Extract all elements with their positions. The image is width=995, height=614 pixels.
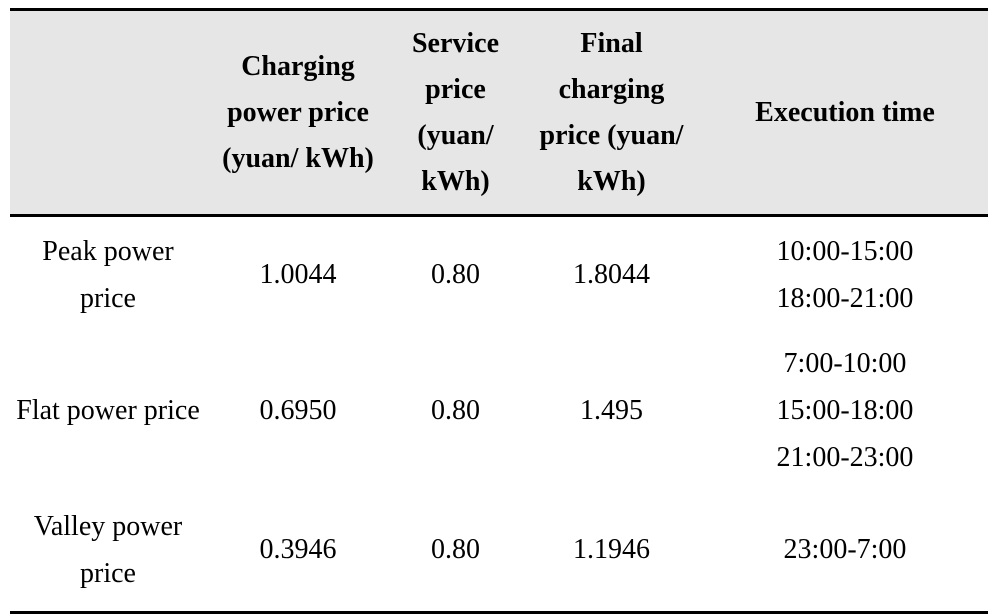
table-row-valley: Valley power price 0.3946 0.80 1.1946 23… xyxy=(10,488,988,614)
service-price-cell: 0.80 xyxy=(431,259,480,291)
final-charging-price-cell: 1.1946 xyxy=(521,488,702,614)
execution-time-range: 18:00-21:00 xyxy=(776,282,914,314)
execution-time-range: 23:00-7:00 xyxy=(783,534,907,566)
row-label: Peak power price xyxy=(42,235,174,314)
execution-time-cell: 23:00-7:00 xyxy=(702,488,988,614)
final-charging-price-cell: 1.8044 xyxy=(573,259,650,291)
execution-time-range: 21:00-23:00 xyxy=(776,442,914,473)
pricing-table-container: Charging power price (yuan/ kWh) Service… xyxy=(10,8,988,614)
execution-time-cell: 7:00-10:00 15:00-18:00 21:00-23:00 xyxy=(702,333,988,489)
execution-time-range: 7:00-10:00 xyxy=(783,348,907,379)
final-charging-price-cell: 1.495 xyxy=(580,395,643,426)
header-service-price: Service price (yuan/ kWh) xyxy=(390,8,521,217)
header-final-charging-price: Final charging price (yuan/ kWh) xyxy=(521,8,702,217)
row-label: Valley power price xyxy=(10,488,206,614)
charging-power-price-cell: 1.0044 xyxy=(259,259,337,291)
charging-power-price-cell: 0.3946 xyxy=(206,488,390,614)
header-execution-time: Execution time xyxy=(702,8,988,217)
service-price-cell: 0.80 xyxy=(390,488,521,614)
execution-time-cell: 10:00-15:00 18:00-21:00 xyxy=(702,216,988,333)
charging-power-price-cell: 0.6950 xyxy=(259,395,337,426)
table-header-row: Charging power price (yuan/ kWh) Service… xyxy=(10,8,988,217)
header-charging-power-price: Charging power price (yuan/ kWh) xyxy=(206,8,390,217)
service-price-cell: 0.80 xyxy=(431,395,480,426)
table-row-peak: Peak power price 1.0044 0.80 1.8044 10:0… xyxy=(10,216,988,333)
execution-time-range: 15:00-18:00 xyxy=(776,395,914,426)
table-row-flat: Flat power price 0.6950 0.80 1.495 7:00-… xyxy=(10,333,988,489)
header-price-type xyxy=(10,8,206,217)
charging-price-table: Charging power price (yuan/ kWh) Service… xyxy=(10,8,988,614)
execution-time-range: 10:00-15:00 xyxy=(776,235,914,267)
row-label: Flat power price xyxy=(16,395,200,426)
